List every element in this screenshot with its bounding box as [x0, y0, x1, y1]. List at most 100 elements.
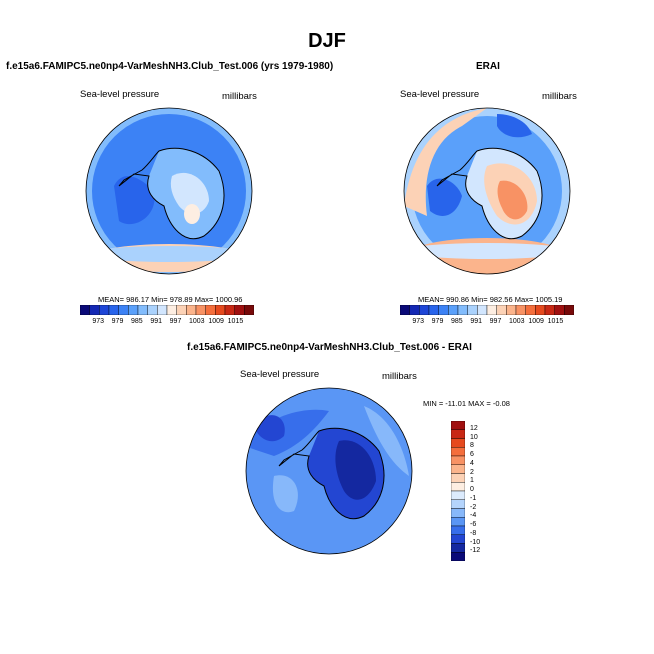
colorbar-tick-label: -8: [470, 529, 477, 537]
colorbar-swatch: [89, 305, 100, 315]
colorbar-swatch: [438, 305, 449, 315]
colorbar-swatch: [205, 305, 216, 315]
colorbar-swatch: [409, 305, 420, 315]
colorbar-tick-label: -2: [470, 503, 477, 511]
colorbar-tick-label: 997: [169, 318, 182, 325]
colorbar-swatch: [215, 305, 226, 315]
colorbar-swatch: [195, 305, 206, 315]
colorbar-tick-label: -6: [470, 521, 477, 528]
model-panel-title: f.e15a6.FAMIPC5.ne0np4-VarMeshNH3.Club_T…: [6, 61, 334, 72]
colorbar-swatch: [137, 305, 148, 315]
colorbar-swatch: [477, 305, 488, 315]
obs-west-high: [404, 108, 487, 216]
colorbar-swatch: [176, 305, 187, 315]
colorbar-tick-label: 1015: [547, 318, 564, 325]
colorbar-swatch: [419, 305, 430, 315]
colorbar-tick-label: 1009: [528, 318, 544, 325]
colorbar-swatch: [451, 455, 465, 465]
colorbar-swatch: [544, 305, 555, 315]
colorbar-swatch: [451, 421, 465, 430]
obs-field-label: Sea-level pressure: [400, 89, 480, 100]
diff-colorbar-ticks: 12 10 8 6 4 2 1 0 -1 -2 -4 -6 -8 -10 -12: [470, 421, 500, 561]
colorbar-swatch: [451, 508, 465, 518]
colorbar-swatch: [451, 482, 465, 492]
colorbar-tick-label: 10: [470, 433, 478, 441]
colorbar-swatch: [451, 447, 465, 457]
colorbar-tick-label: 973: [92, 318, 105, 325]
colorbar-tick-label: 2: [470, 468, 474, 476]
colorbar-swatch: [99, 305, 110, 315]
colorbar-swatch: [486, 305, 497, 315]
diff-stats: MIN = -11.01 MAX = -0.08: [423, 399, 510, 408]
model-map: [85, 107, 253, 275]
colorbar-swatch: [451, 534, 465, 544]
colorbar-tick-label: 1: [470, 477, 474, 485]
colorbar-swatch: [108, 305, 119, 315]
colorbar-tick-label: 1003: [509, 318, 525, 325]
colorbar-swatch: [535, 305, 546, 315]
diff-map-border: [245, 387, 413, 555]
colorbar-swatch: [457, 305, 468, 315]
model-colorbar: [80, 305, 254, 315]
colorbar-swatch: [451, 473, 465, 483]
obs-map: [403, 107, 571, 275]
diff-antarctica-coastline: [278, 427, 385, 520]
colorbar-swatch: [515, 305, 526, 315]
obs-panel-title: ERAI: [476, 61, 500, 72]
colorbar-tick-label: 8: [470, 442, 474, 450]
model-colorbar-ticks: 973 979 985 991 997 1003 1009 1015: [80, 318, 254, 328]
model-antarctica-coastline: [118, 147, 225, 240]
colorbar-tick-label: 979: [431, 318, 444, 325]
model-low-west: [114, 176, 155, 225]
colorbar-swatch: [554, 305, 565, 315]
colorbar-swatch: [496, 305, 507, 315]
colorbar-swatch: [451, 490, 465, 500]
colorbar-swatch: [186, 305, 197, 315]
colorbar-swatch: [128, 305, 139, 315]
diff-panel-title: f.e15a6.FAMIPC5.ne0np4-VarMeshNH3.Club_T…: [187, 342, 472, 353]
colorbar-swatch: [451, 517, 465, 527]
colorbar-tick-label: 997: [489, 318, 502, 325]
figure-title: DJF: [308, 30, 346, 52]
obs-colorbar-ticks: 973 979 985 991 997 1003 1009 1015: [400, 318, 574, 328]
colorbar-swatch: [448, 305, 459, 315]
colorbar-tick-label: 991: [150, 318, 163, 325]
diff-units-label: millibars: [382, 371, 417, 382]
diff-field-label: Sea-level pressure: [240, 369, 320, 380]
colorbar-swatch: [118, 305, 129, 315]
colorbar-swatch: [467, 305, 478, 315]
colorbar-swatch: [234, 305, 245, 315]
model-map-border: [85, 107, 253, 275]
colorbar-swatch: [244, 305, 254, 315]
obs-colorbar: [400, 305, 574, 315]
colorbar-tick-label: 4: [470, 459, 474, 467]
obs-stats: MEAN= 990.86 Min= 982.56 Max= 1005.19: [418, 295, 563, 304]
colorbar-swatch: [451, 525, 465, 535]
colorbar-tick-label: 1015: [227, 318, 244, 325]
obs-map-border: [403, 107, 571, 275]
colorbar-tick-label: 6: [470, 451, 474, 458]
diff-map: [245, 387, 413, 555]
colorbar-tick-label: 12: [470, 424, 478, 432]
obs-low-north: [497, 114, 532, 138]
colorbar-swatch: [166, 305, 177, 315]
colorbar-tick-label: -12: [470, 547, 481, 555]
model-stats: MEAN= 986.17 Min= 978.89 Max= 1000.96: [98, 295, 243, 304]
colorbar-tick-label: 985: [451, 318, 463, 325]
colorbar-swatch: [451, 429, 465, 439]
obs-units-label: millibars: [542, 91, 577, 102]
colorbar-swatch: [400, 305, 410, 315]
colorbar-tick-label: 979: [111, 318, 124, 325]
obs-antarctica-coastline: [436, 147, 543, 240]
colorbar-tick-label: -4: [470, 512, 477, 520]
colorbar-tick-label: 991: [470, 318, 483, 325]
colorbar-swatch: [157, 305, 168, 315]
model-field-label: Sea-level pressure: [80, 89, 160, 100]
colorbar-swatch: [428, 305, 439, 315]
colorbar-tick-label: 985: [131, 318, 143, 325]
colorbar-tick-label: -1: [470, 494, 477, 502]
colorbar-swatch: [525, 305, 536, 315]
colorbar-swatch: [451, 438, 465, 448]
colorbar-swatch: [451, 552, 465, 561]
colorbar-swatch: [80, 305, 90, 315]
